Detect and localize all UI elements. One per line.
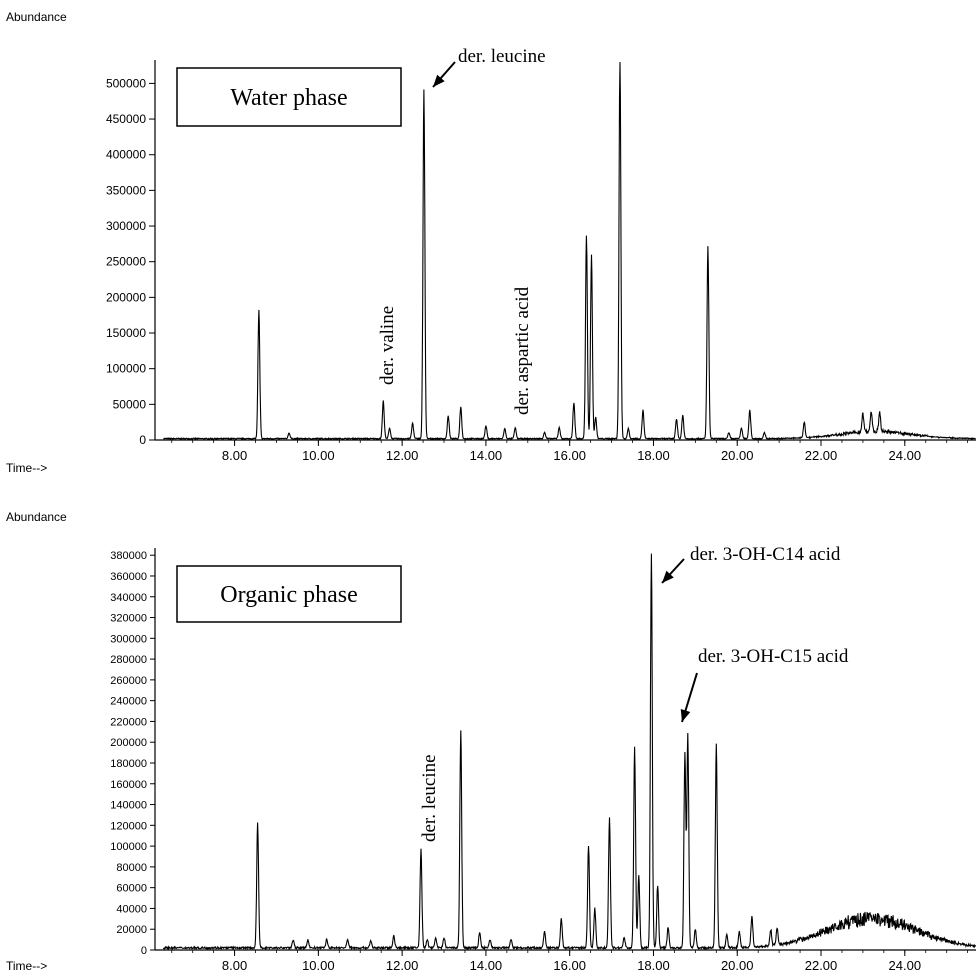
y-tick-label: 40000 — [116, 903, 147, 915]
water-xlabel: Time--> — [6, 461, 47, 475]
water-ylabel: Abundance — [6, 10, 67, 24]
y-tick-label: 360000 — [110, 571, 147, 583]
chromatogram-trace — [163, 61, 976, 441]
peak-annotation: der. 3-OH-C15 acid — [698, 646, 849, 667]
y-tick-label: 300000 — [106, 219, 146, 233]
x-tick-label: 12.00 — [386, 448, 419, 463]
y-tick-label: 400000 — [106, 148, 146, 162]
organic-xlabel: Time--> — [6, 959, 47, 973]
x-tick-label: 24.00 — [889, 448, 922, 463]
y-tick-label: 80000 — [116, 862, 147, 874]
y-tick-label: 100000 — [106, 362, 146, 376]
water-phase-label: Water phase — [230, 85, 347, 111]
y-tick-label: 500000 — [106, 76, 146, 90]
y-tick-label: 60000 — [116, 883, 147, 895]
x-tick-label: 16.00 — [553, 958, 586, 973]
x-tick-label: 22.00 — [805, 448, 838, 463]
x-tick-label: 24.00 — [889, 958, 922, 973]
y-tick-label: 50000 — [113, 397, 147, 411]
peak-annotation: der. valine — [377, 306, 398, 385]
y-tick-label: 180000 — [110, 758, 147, 770]
y-tick-label: 120000 — [110, 820, 147, 832]
peak-annotation: der. leucine — [419, 754, 440, 842]
peak-annotation: der. 3-OH-C14 acid — [690, 544, 841, 565]
x-tick-label: 10.00 — [302, 958, 335, 973]
x-tick-label: 10.00 — [302, 448, 335, 463]
organic-ylabel: Abundance — [6, 510, 67, 524]
peak-annotation: der. leucine — [458, 46, 546, 67]
water-annotations: der. leucine der. valine der. aspartic aci… — [377, 46, 546, 415]
water-phase-box — [176, 67, 402, 127]
y-tick-label: 350000 — [106, 183, 146, 197]
organic-phase-panel: Abundance Time--> Organic phase 0 20000 40… — [6, 510, 976, 973]
y-tick-label: 200000 — [110, 737, 147, 749]
x-tick-label: 20.00 — [721, 448, 754, 463]
organic-phase-label: Organic phase — [220, 582, 358, 608]
y-tick-label: 450000 — [106, 112, 146, 126]
y-tick-label: 300000 — [110, 633, 147, 645]
x-tick-label: 12.00 — [386, 958, 419, 973]
x-tick-label: 22.00 — [805, 958, 838, 973]
y-tick-label: 260000 — [110, 675, 147, 687]
water-phase-panel: Abundance Time--> Water phase 0 50000 1000… — [6, 10, 976, 475]
x-tick-label: 18.00 — [637, 448, 670, 463]
y-tick-label: 100000 — [110, 841, 147, 853]
y-tick-label: 380000 — [110, 550, 147, 562]
chromatogram-trace — [162, 553, 976, 951]
x-tick-label: 16.00 — [553, 448, 586, 463]
arrow-head — [680, 709, 691, 722]
organic-annotations: der. 3-OH-C14 acid der. 3-OH-C15 acid der.… — [419, 544, 849, 842]
y-tick-label: 20000 — [116, 924, 147, 936]
y-tick-label: 220000 — [110, 716, 147, 728]
y-tick-label: 320000 — [110, 613, 147, 625]
y-tick-label: 340000 — [110, 592, 147, 604]
y-tick-label: 160000 — [110, 779, 147, 791]
y-tick-label: 250000 — [106, 255, 146, 269]
y-tick-label: 200000 — [106, 290, 146, 304]
water-axes: 0 50000 100000 150000 200000 250000 300000 3500… — [106, 60, 976, 463]
arrow-head — [662, 570, 674, 583]
organic-axes: 0 20000 40000 60000 80000 100000 120000 140000 1… — [110, 548, 976, 973]
x-tick-label: 20.00 — [721, 958, 754, 973]
y-tick-label: 280000 — [110, 654, 147, 666]
y-tick-label: 240000 — [110, 696, 147, 708]
organic-phase-box — [176, 565, 402, 623]
y-tick-label: 0 — [139, 433, 146, 447]
x-tick-label: 14.00 — [470, 448, 503, 463]
x-tick-label: 8.00 — [222, 448, 247, 463]
x-tick-label: 18.00 — [637, 958, 670, 973]
y-tick-label: 0 — [141, 945, 147, 957]
x-tick-label: 8.00 — [222, 958, 247, 973]
y-tick-label: 150000 — [106, 326, 146, 340]
y-tick-label: 140000 — [110, 800, 147, 812]
peak-annotation: der. aspartic acid — [512, 286, 533, 415]
x-tick-label: 14.00 — [470, 958, 503, 973]
arrow-head — [433, 74, 445, 87]
